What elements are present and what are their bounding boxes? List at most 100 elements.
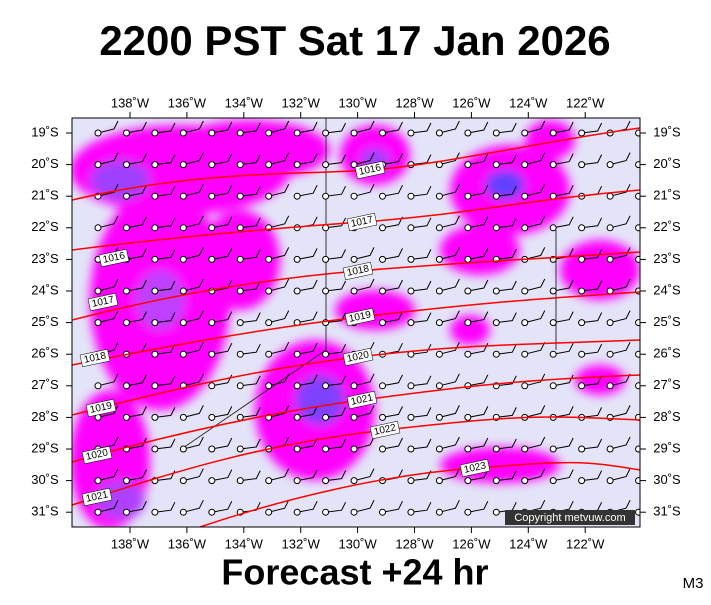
barb	[553, 406, 574, 418]
barb-station	[179, 445, 187, 453]
barb-station	[407, 224, 415, 232]
barb	[382, 184, 403, 197]
barb	[553, 437, 574, 450]
barb	[353, 120, 375, 134]
barb-station	[379, 508, 386, 516]
lon-label-top: 124˚W	[509, 95, 548, 110]
barb-station	[578, 382, 586, 390]
barb-station	[606, 192, 614, 200]
lat-label-right: 29˚S	[653, 440, 681, 455]
barb	[126, 248, 147, 260]
barb-station	[407, 255, 415, 263]
lon-label-top: 134˚W	[225, 95, 264, 110]
isobar-label: 1017	[350, 214, 374, 229]
barb	[211, 437, 233, 450]
barb-station	[379, 287, 386, 295]
barb	[553, 184, 574, 197]
barb-station	[379, 413, 386, 421]
barb	[524, 120, 546, 134]
barb	[609, 310, 631, 324]
isobar-label-box	[459, 458, 491, 478]
barb	[268, 215, 290, 229]
barb-station	[293, 445, 301, 453]
barb-station	[635, 224, 640, 232]
barb	[97, 468, 119, 482]
barb	[496, 470, 517, 482]
barb	[524, 152, 546, 166]
barb	[410, 280, 432, 292]
isobar-label-box	[81, 487, 113, 507]
lon-label-bottom: 128˚W	[395, 536, 434, 551]
barb	[609, 215, 631, 229]
barb	[240, 185, 261, 197]
barb-station	[350, 382, 358, 390]
barb-station	[236, 287, 244, 295]
isobar-label-box	[98, 248, 130, 268]
barb	[609, 468, 631, 482]
barb	[268, 405, 290, 418]
barb-station	[492, 508, 500, 516]
barb-station	[179, 319, 187, 327]
lon-label-top: 136˚W	[168, 95, 207, 110]
barb	[183, 373, 204, 387]
isobar-label: 1020	[346, 349, 370, 364]
barb-station	[94, 287, 102, 295]
isobar-label: 1021	[350, 392, 374, 407]
barb	[467, 121, 489, 134]
barb-station	[464, 413, 472, 421]
barb	[211, 500, 233, 513]
barb-station	[322, 161, 330, 169]
barb-station	[521, 224, 529, 232]
barb	[268, 183, 290, 197]
barb-station	[435, 255, 443, 263]
barb-station	[122, 287, 130, 295]
barb-station	[635, 161, 640, 169]
barb-station	[179, 350, 187, 358]
isobar-label-box	[354, 160, 386, 180]
barb	[183, 152, 204, 166]
barb-station	[179, 224, 187, 232]
barb-station	[606, 224, 614, 232]
barb	[524, 468, 546, 482]
barb	[268, 247, 290, 260]
barb-station	[635, 192, 640, 200]
barb-station	[322, 287, 330, 295]
barb	[211, 248, 233, 260]
barb-station	[578, 477, 586, 485]
barb-station	[293, 192, 301, 200]
barb-station	[122, 413, 130, 421]
barb	[211, 153, 233, 166]
barb-station	[492, 477, 500, 485]
isobar-label: 1019	[348, 309, 372, 324]
barb	[553, 342, 574, 355]
barb-station	[379, 255, 386, 263]
barb	[410, 343, 432, 355]
barb	[97, 373, 119, 387]
barb	[97, 405, 119, 418]
barb	[581, 312, 603, 324]
barb-station	[350, 255, 358, 263]
barb	[154, 438, 176, 450]
barb-station	[94, 382, 102, 390]
graticule-labels: 138˚W 138˚W 136˚W 136˚W 134˚W 134˚W 132˚W 132˚W…	[31, 95, 681, 551]
barb-station	[151, 413, 159, 421]
barb-station	[407, 129, 415, 137]
barb-station	[606, 350, 614, 358]
barb-station	[578, 161, 586, 169]
barb	[325, 185, 347, 197]
barb	[240, 343, 261, 355]
barb	[553, 279, 574, 292]
barb	[410, 375, 432, 387]
barb	[183, 405, 204, 418]
barb-station	[122, 319, 130, 327]
lat-label-left: 31˚S	[31, 504, 59, 519]
barb-station	[578, 287, 586, 295]
barb-station	[435, 192, 443, 200]
barb-station	[464, 161, 472, 169]
barb	[382, 406, 403, 418]
barb	[467, 153, 489, 166]
barb-station	[606, 382, 614, 390]
barb	[439, 436, 460, 450]
barb-station	[635, 350, 640, 358]
barb	[609, 373, 631, 387]
